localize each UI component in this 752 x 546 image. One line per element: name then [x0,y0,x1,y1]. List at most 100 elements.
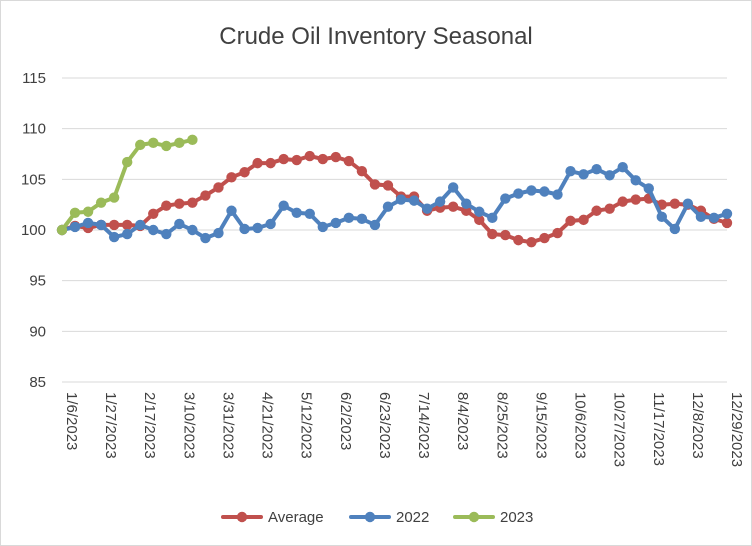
data-point [148,208,159,219]
legend-item-2023: 2023 [453,509,533,526]
y-tick-label: 110 [22,121,46,138]
data-point [656,211,668,223]
data-point [330,151,342,163]
data-point [604,203,615,214]
x-tick-label: 3/10/2023 [180,392,197,459]
data-point [56,224,68,236]
series-2022 [56,161,733,244]
data-point [174,198,185,209]
x-tick-label: 9/15/2023 [532,392,549,459]
x-tick-label: 7/14/2023 [415,392,432,459]
data-point [382,201,394,212]
data-point [304,150,315,162]
data-point [213,182,224,193]
data-point [630,194,641,205]
data-point [356,166,368,177]
data-point [513,188,524,199]
data-point [187,197,198,208]
data-point [82,206,94,217]
data-point [108,219,120,231]
data-point [82,217,94,229]
x-tick-label: 1/6/2023 [63,392,80,450]
data-point [108,231,120,243]
y-axis-tick-labels: 85 90 95 100 105 110 115 [21,70,46,391]
data-point [408,195,420,206]
legend-label: Average [268,509,324,526]
series-line [60,137,195,232]
data-point [330,217,342,229]
data-point [539,232,550,244]
data-point [513,234,524,246]
data-point [474,206,485,217]
data-point [69,221,81,233]
data-point [500,193,511,204]
data-point [369,219,381,231]
data-point [187,134,198,146]
data-point [474,214,485,226]
legend-label: 2022 [396,509,429,526]
data-point [121,156,133,168]
x-tick-label: 4/21/2023 [259,392,276,459]
y-tick-label: 90 [29,323,46,340]
data-point [108,192,120,203]
data-point [382,180,394,191]
data-point [317,153,328,165]
x-axis-tick-labels: 1/6/2023 1/27/2023 2/17/2023 3/10/2023 3/31/… [63,392,745,467]
data-point [161,228,172,240]
data-point [565,215,576,227]
data-point [200,190,211,201]
data-point [447,182,459,193]
data-point [148,137,159,149]
x-tick-label: 1/27/2023 [102,392,119,459]
data-point [669,198,681,209]
data-point [148,224,159,236]
data-point [226,172,237,183]
data-point [95,219,107,231]
data-point [578,169,589,180]
data-point [252,157,263,169]
data-point [487,228,498,240]
data-point [369,179,381,190]
data-point [552,227,563,239]
data-point [617,161,628,173]
x-tick-label: 6/23/2023 [376,392,393,459]
data-point [187,224,198,236]
data-point [121,228,133,240]
data-point [669,223,681,235]
data-point [395,194,407,205]
data-point [526,185,537,196]
data-point [682,198,694,209]
y-tick-label: 85 [29,374,46,391]
y-tick-label: 100 [21,222,46,239]
data-point [434,196,446,207]
chart-title: Crude Oil Inventory Seasonal [219,23,533,50]
data-point [239,167,250,178]
data-point [161,140,172,152]
data-point [461,198,472,209]
data-point [487,212,498,224]
data-point [161,200,172,211]
x-tick-label: 10/27/2023 [611,392,628,467]
data-point [578,214,589,226]
data-point [265,157,276,169]
x-tick-label: 11/17/2023 [650,392,667,466]
y-tick-label: 115 [22,70,46,87]
x-tick-label: 12/8/2023 [689,392,706,459]
data-point [500,229,511,241]
x-tick-label: 8/4/2023 [454,392,471,450]
data-point [291,207,302,218]
legend-marker [468,511,480,523]
data-point [135,219,146,231]
data-point [252,222,263,234]
data-point [552,189,563,200]
y-tick-label: 95 [29,273,46,290]
series-line [60,165,729,241]
data-point [343,212,355,224]
data-point [69,207,81,218]
data-point [226,205,237,216]
legend-label: 2023 [500,509,533,526]
data-point [356,213,368,225]
data-point [721,208,733,219]
